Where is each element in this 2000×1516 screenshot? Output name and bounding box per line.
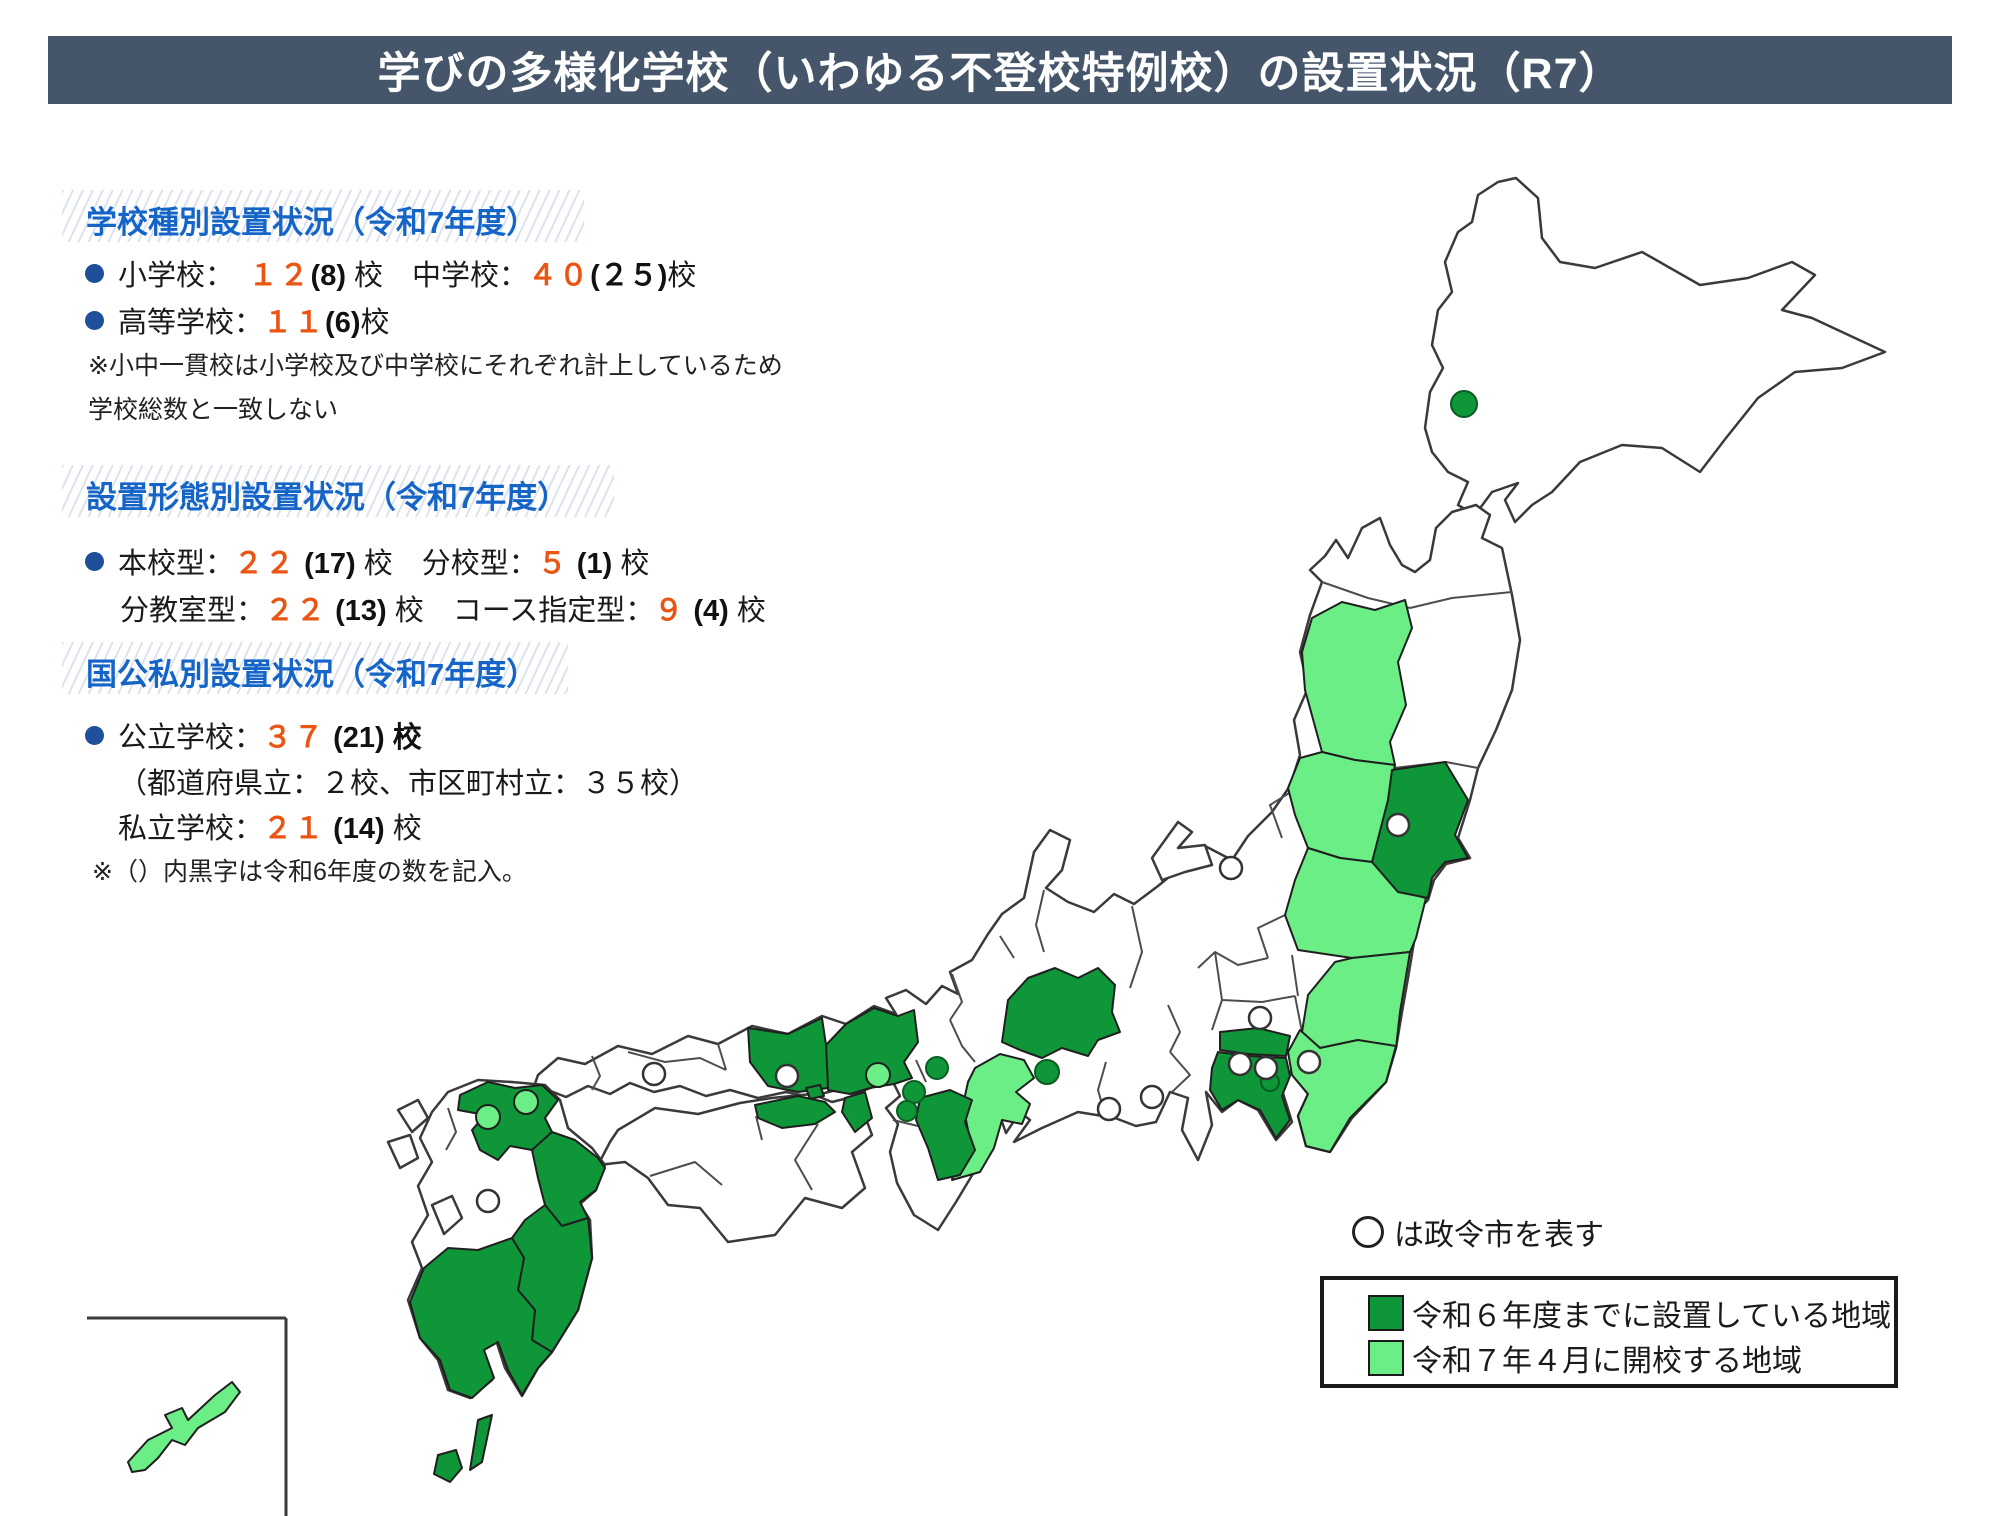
city-marker-hiroshima-city — [641, 1061, 667, 1087]
city-marker-shizuoka-city — [1139, 1084, 1165, 1110]
map-legend: 令和６年度までに設置している地域 令和７年４月に開校する地域 — [1320, 1276, 1898, 1388]
island-yakushima — [433, 1449, 463, 1483]
legend-row-r7: 令和７年４月に開校する地域 — [1368, 1335, 1894, 1380]
pref-miyagi — [1371, 761, 1469, 899]
stat-line-public: 公立学校：３７ (21) 校 — [85, 714, 422, 756]
bullet-icon — [85, 264, 104, 283]
title-bar: 学びの多様化学校（いわゆる不登校特例校）の設置状況（R7） — [48, 36, 1952, 104]
stat-text: （都道府県立：２校、市区町村立：３５校） — [118, 768, 699, 800]
pref-oita — [531, 1131, 606, 1227]
city-marker-yokohama — [1253, 1055, 1279, 1081]
stat-line-main-branch: 本校型：２２ (17) 校 分校型：５ (1) 校 — [85, 540, 649, 582]
island-nagasaki-2 — [386, 1133, 420, 1170]
pref-okinawa — [127, 1381, 241, 1473]
city-marker-sendai — [1385, 812, 1411, 838]
city-marker-kitakyushu — [513, 1089, 539, 1115]
white-circle-icon — [1352, 1216, 1384, 1248]
pref-akita — [1301, 599, 1413, 766]
island-awaji — [841, 1091, 873, 1133]
section-heading-text: 設置形態別設置状況（令和7年度） — [86, 480, 569, 515]
bullet-icon — [85, 311, 104, 330]
stat-line-highschool: 高等学校：１１(6)校 — [85, 299, 390, 341]
pref-kagawa — [754, 1095, 836, 1129]
prefecture-borders — [445, 581, 1513, 1191]
designated-city-note: は政令市を表す — [1352, 1210, 1604, 1254]
city-marker-kumamoto-city — [475, 1188, 501, 1214]
island-nagasaki-1 — [396, 1098, 430, 1134]
city-marker-osaka — [902, 1080, 926, 1104]
city-marker-saitama — [1247, 1005, 1273, 1031]
legend-swatch-dark-green — [1368, 1294, 1404, 1331]
city-marker-kyoto — [925, 1056, 949, 1080]
city-marker-sakai — [896, 1100, 918, 1122]
city-marker-sapporo — [1450, 390, 1478, 418]
pref-hyogo — [825, 1007, 919, 1095]
okinawa-inset-frame — [87, 1316, 288, 1516]
stat-text: 小学校： １２(8) 校 中学校：４０(２５)校 — [118, 260, 697, 292]
city-marker-fukuoka-city — [475, 1104, 501, 1130]
city-marker-okayama-city — [774, 1063, 800, 1089]
stat-text: 本校型：２２ (17) 校 分校型：５ (1) 校 — [118, 548, 650, 580]
stat-text: 分教室型：２２ (13) 校 コース指定型：９ (4) 校 — [120, 595, 766, 627]
page-title: 学びの多様化学校（いわゆる不登校特例校）の設置状況（R7） — [377, 50, 1623, 98]
city-marker-sagamihara — [1227, 1051, 1253, 1077]
section-heading-public-private: 国公私別設置状況（令和7年度） — [62, 642, 568, 694]
bullet-icon — [85, 726, 104, 745]
legend-label-r6: 令和６年度までに設置している地域 — [1412, 1299, 1892, 1333]
pref-fukushima — [1284, 847, 1427, 959]
section-heading-text: 国公私別設置状況（令和7年度） — [86, 657, 538, 692]
pref-gifu — [1001, 967, 1121, 1059]
footnote-combined-schools-1: ※小中一貫校は小学校及び中学校にそれぞれ計上しているため — [88, 352, 783, 380]
stat-line-private: 私立学校：２１ (14) 校 — [118, 805, 422, 847]
legend-row-r6: 令和６年度までに設置している地域 — [1368, 1290, 1894, 1335]
section-heading-school-type: 学校種別設置状況（令和7年度） — [62, 190, 584, 242]
pref-okayama — [747, 1017, 829, 1093]
designated-city-note-text: は政令市を表す — [1394, 1219, 1604, 1252]
section-heading-establishment-form: 設置形態別設置状況（令和7年度） — [62, 465, 614, 517]
stat-text: 高等学校：１１(6)校 — [118, 307, 390, 339]
stat-line-public-breakdown: （都道府県立：２校、市区町村立：３５校） — [118, 760, 698, 802]
city-marker-chiba-city — [1296, 1049, 1322, 1075]
city-marker-kobe — [865, 1062, 891, 1088]
island-shodoshima — [805, 1084, 825, 1100]
stat-text: 私立学校：２１ (14) 校 — [118, 813, 422, 845]
city-marker-hamamatsu — [1096, 1096, 1122, 1122]
region-hokkaido — [1423, 176, 1887, 524]
footnote-parentheses: ※（）内黒字は令和6年度の数を記入。 — [92, 858, 527, 886]
island-sado — [1150, 820, 1214, 882]
island-tanegashima — [469, 1414, 493, 1471]
bullet-icon — [85, 552, 104, 571]
legend-swatch-light-green — [1368, 1339, 1404, 1376]
section-heading-text: 学校種別設置状況（令和7年度） — [86, 205, 538, 240]
stat-text: 公立学校：３７ (21) 校 — [118, 722, 422, 754]
region-shikoku — [596, 1092, 874, 1244]
stat-line-elementary-junior: 小学校： １２(8) 校 中学校：４０(２５)校 — [85, 252, 696, 294]
city-marker-niigata — [1218, 855, 1244, 881]
city-marker-nagoya — [1034, 1059, 1060, 1085]
island-amakusa — [430, 1194, 464, 1236]
footnote-combined-schools-2: 学校総数と一致しない — [88, 396, 339, 424]
stat-line-classroom-course: 分教室型：２２ (13) 校 コース指定型：９ (4) 校 — [120, 587, 766, 629]
pref-kagoshima — [409, 1237, 553, 1399]
pref-nara — [915, 1089, 976, 1181]
legend-label-r7: 令和７年４月に開校する地域 — [1412, 1344, 1802, 1378]
